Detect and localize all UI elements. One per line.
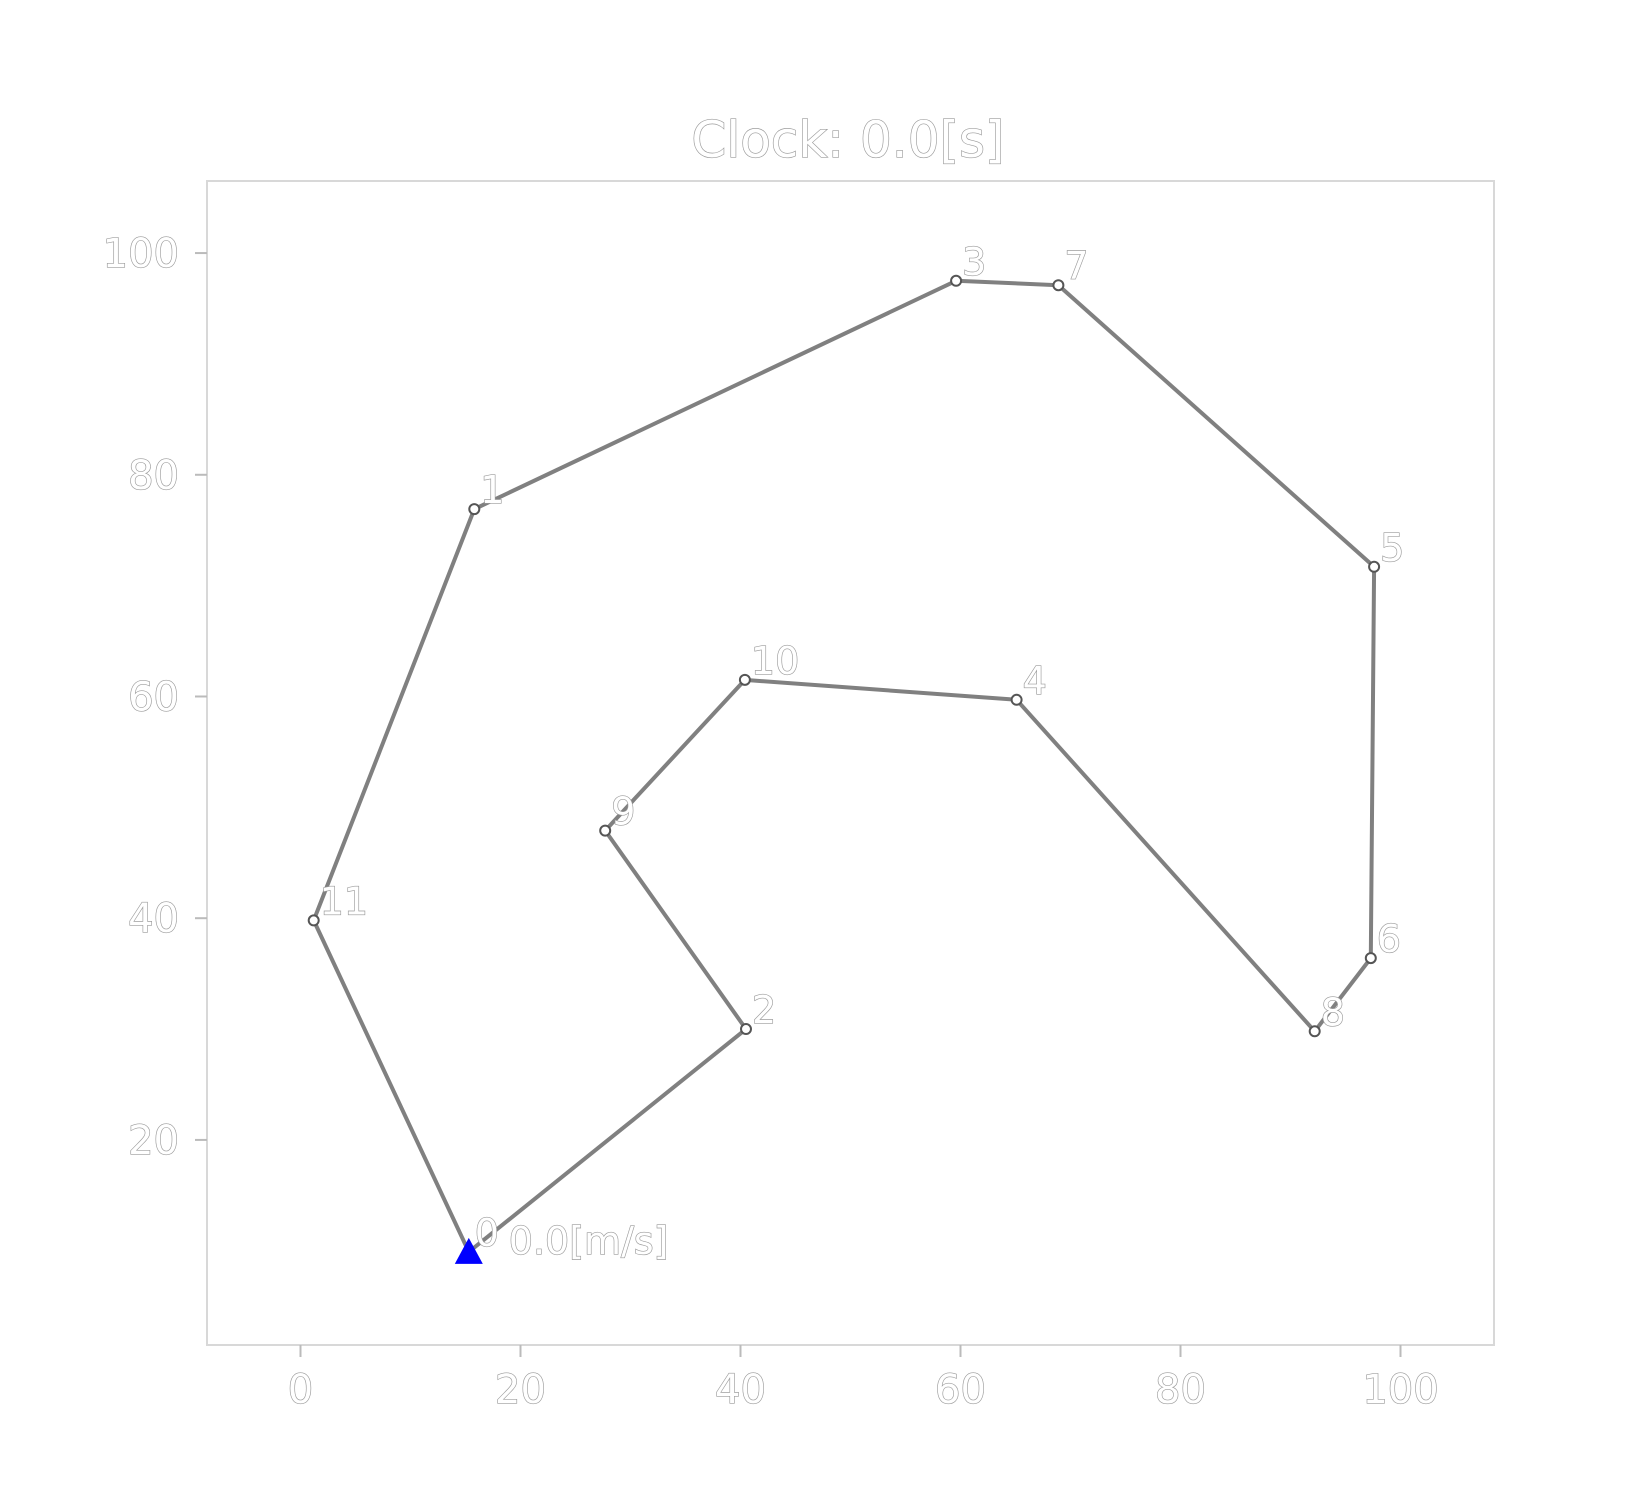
node-point-5 [1368, 560, 1381, 573]
node-label-8: 8 [1321, 990, 1345, 1034]
route-line [311, 278, 1377, 1254]
node-label-5: 5 [1380, 526, 1404, 570]
y-tick-label-20: 20 [128, 1118, 179, 1164]
node-point-8 [1308, 1025, 1321, 1038]
vehicle-speed-label: 0.0[m/s] [509, 1219, 669, 1263]
vehicle-marker [454, 1237, 483, 1264]
node-label-2: 2 [752, 988, 776, 1032]
node-label-9: 9 [611, 790, 635, 834]
node-point-1 [468, 503, 481, 516]
node-point-10 [738, 673, 751, 686]
y-tick-label-100: 100 [103, 231, 179, 277]
x-tick-label-60: 60 [935, 1367, 986, 1413]
node-point-2 [740, 1023, 752, 1036]
node-label-1: 1 [480, 468, 504, 512]
y-tick-label-60: 60 [128, 674, 179, 720]
chart-title: Clock: 0.0[s] [691, 111, 1004, 169]
node-point-4 [1010, 693, 1023, 706]
y-tick-label-80: 80 [128, 453, 179, 499]
x-tick-label-20: 20 [495, 1367, 546, 1413]
node-label-10: 10 [751, 639, 799, 683]
route-nodes: 0 1 2 3 4 5 6 7 8 9 10 11 [307, 239, 1405, 1258]
node-point-9 [599, 824, 612, 837]
x-axis: 0 20 40 60 80 100 [287, 1345, 1439, 1414]
node-label-4: 4 [1023, 659, 1047, 703]
y-tick-label-40: 40 [128, 896, 179, 942]
node-label-7: 7 [1064, 244, 1088, 288]
node-label-6: 6 [1377, 917, 1401, 961]
y-axis: 20 40 60 80 100 [102, 230, 207, 1165]
x-tick-label-80: 80 [1155, 1367, 1206, 1413]
node-point-7 [1052, 279, 1065, 292]
node-point-11 [307, 914, 320, 927]
x-tick-label-100: 100 [1362, 1367, 1438, 1413]
vehicle-group: 0.0[m/s] [454, 1218, 669, 1264]
x-tick-label-40: 40 [715, 1367, 766, 1413]
x-tick-label-0: 0 [288, 1367, 313, 1413]
node-label-0: 0 [475, 1211, 499, 1255]
node-point-3 [950, 274, 963, 287]
node-label-11: 11 [320, 879, 368, 923]
node-point-6 [1364, 952, 1377, 965]
node-label-3: 3 [962, 240, 986, 284]
plot-area-frame [206, 180, 1495, 1346]
